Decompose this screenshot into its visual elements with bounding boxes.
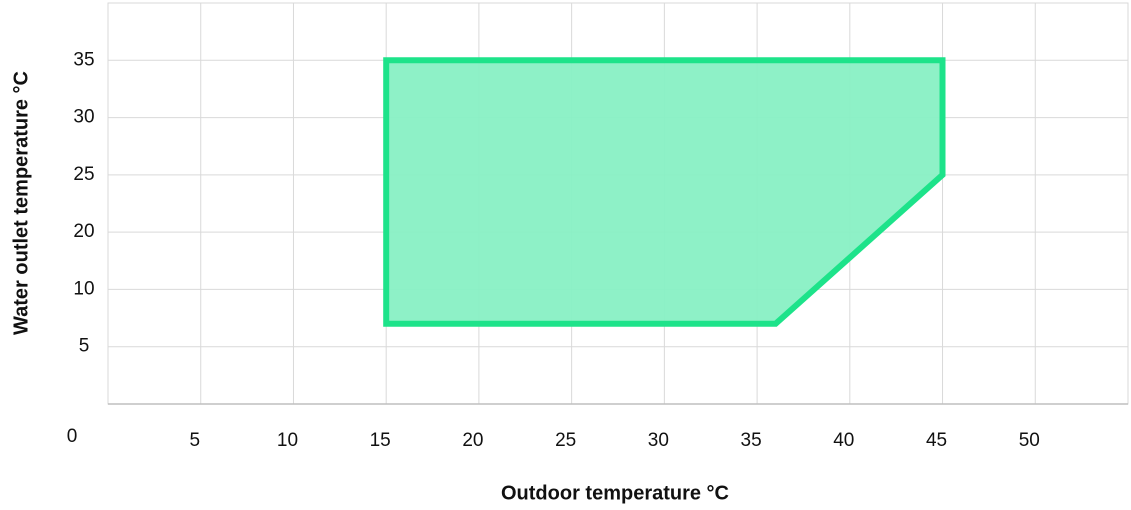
y-tick-label: 20 — [73, 221, 94, 242]
origin-label: 0 — [67, 426, 78, 447]
y-axis-title: Water outlet temperature °C — [10, 71, 32, 335]
y-tick-label: 5 — [79, 336, 90, 357]
x-axis-title: Outdoor temperature °C — [501, 482, 729, 504]
y-tick-label: 35 — [73, 49, 94, 70]
x-tick-label: 35 — [741, 430, 762, 451]
x-tick-label: 20 — [462, 430, 483, 451]
operating-area — [383, 57, 946, 327]
x-tick-label: 10 — [277, 430, 298, 451]
y-tick-label: 25 — [73, 164, 94, 185]
x-tick-label: 15 — [370, 430, 391, 451]
x-tick-label: 40 — [833, 430, 854, 451]
x-tick-label: 30 — [648, 430, 669, 451]
y-tick-label: 30 — [73, 107, 94, 128]
x-tick-label: 25 — [555, 430, 576, 451]
x-tick-label: 45 — [926, 430, 947, 451]
x-tick-label: 50 — [1019, 430, 1040, 451]
y-tick-label: 10 — [73, 278, 94, 299]
x-tick-label: 5 — [189, 430, 200, 451]
